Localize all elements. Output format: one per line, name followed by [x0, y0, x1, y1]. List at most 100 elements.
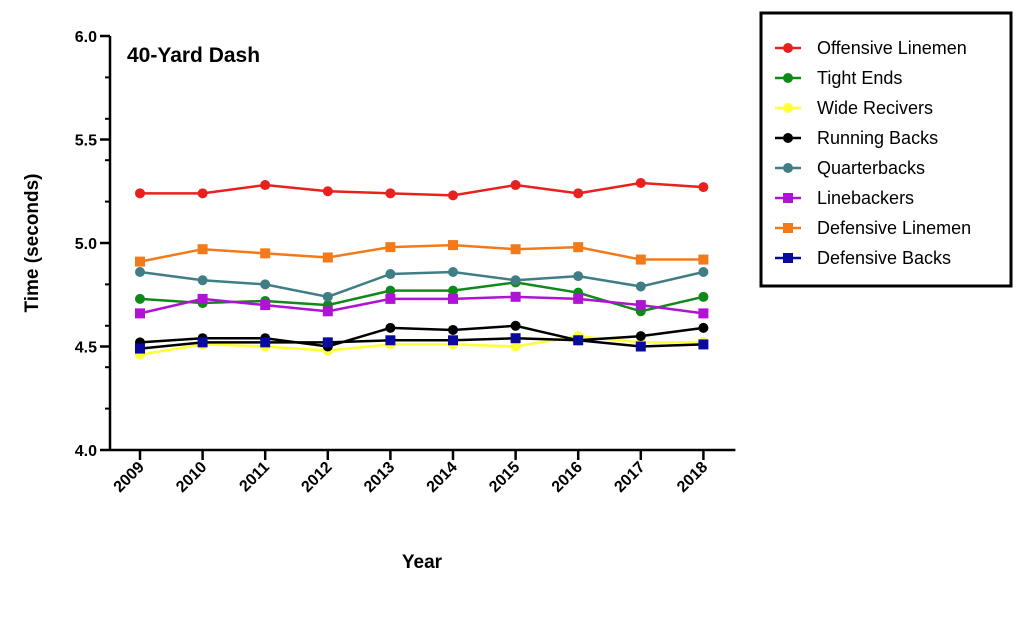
data-point — [322, 337, 333, 348]
legend-swatch-marker — [783, 223, 793, 233]
y-tick-label: 6.0 — [75, 29, 97, 46]
data-point — [322, 252, 333, 263]
chart-title: 40-Yard Dash — [127, 44, 260, 67]
data-point — [698, 266, 709, 277]
series-running-backs — [135, 320, 709, 352]
data-point — [322, 291, 333, 302]
legend-label: Defensive Linemen — [817, 218, 971, 238]
legend-swatch-marker — [783, 193, 793, 203]
data-point — [698, 339, 709, 350]
data-point — [135, 293, 145, 304]
data-point — [197, 275, 208, 286]
x-tick-label: 2015 — [486, 459, 523, 496]
legend-item: Quarterbacks — [775, 158, 925, 178]
data-point — [135, 256, 145, 267]
data-point — [510, 244, 521, 255]
legend-swatch-marker — [783, 103, 793, 113]
legend-label: Quarterbacks — [817, 158, 925, 178]
data-point — [197, 244, 208, 255]
legend: Offensive Linemen Tight Ends Wide Recivers… — [759, 11, 1013, 288]
data-point — [135, 266, 145, 277]
x-tick-label: 2009 — [111, 459, 148, 496]
data-point — [385, 188, 396, 199]
data-point — [635, 300, 646, 311]
data-point — [448, 240, 458, 251]
data-point — [135, 308, 145, 319]
legend-label: Running Backs — [817, 128, 938, 148]
x-axis-title: Year — [402, 552, 443, 573]
data-point — [510, 275, 521, 286]
data-point — [573, 271, 584, 282]
data-point — [448, 324, 458, 335]
data-point — [448, 293, 458, 304]
data-point — [635, 331, 646, 342]
legend-label: Offensive Linemen — [817, 38, 967, 58]
series-offensive-linemen — [135, 177, 709, 201]
data-point — [385, 335, 396, 346]
x-tick-label: 2010 — [173, 459, 210, 496]
data-point — [698, 308, 709, 319]
legend-label: Linebackers — [817, 188, 914, 208]
x-tick-label: 2012 — [298, 459, 335, 496]
data-point — [322, 306, 333, 317]
data-point — [448, 190, 458, 201]
data-point — [510, 341, 521, 352]
data-point — [322, 186, 333, 197]
data-point — [635, 254, 646, 265]
data-point — [385, 285, 396, 296]
data-point — [448, 335, 458, 346]
x-tick-label: 2016 — [549, 459, 586, 496]
data-point — [510, 180, 521, 191]
series-quarterbacks — [135, 266, 709, 302]
legend-item: Tight Ends — [775, 68, 902, 88]
y-tick-label: 5.5 — [75, 133, 97, 150]
data-point — [385, 322, 396, 333]
legend-swatch-marker — [783, 253, 793, 263]
series-line — [139, 281, 704, 313]
data-point — [260, 180, 271, 191]
data-point — [260, 248, 271, 259]
data-point — [635, 341, 646, 352]
data-point — [197, 293, 208, 304]
data-point — [573, 293, 584, 304]
x-tick-label: 2018 — [674, 459, 711, 496]
data-point — [197, 188, 208, 199]
legend-item: Defensive Backs — [775, 248, 951, 268]
data-point — [698, 254, 709, 265]
legend-swatch-marker — [783, 163, 793, 173]
data-point — [635, 281, 646, 292]
data-point — [385, 293, 396, 304]
x-tick-label: 2013 — [361, 459, 398, 496]
y-tick-label: 4.0 — [75, 443, 97, 460]
series-defensive-linemen — [135, 240, 709, 267]
series-line — [139, 336, 704, 350]
legend-swatch-marker — [783, 133, 793, 143]
data-point — [385, 269, 396, 280]
data-point — [573, 242, 584, 253]
x-tick-label: 2014 — [424, 459, 461, 496]
legend-label: Defensive Backs — [817, 248, 951, 268]
data-point — [573, 335, 584, 346]
data-point — [448, 285, 458, 296]
series-line — [139, 270, 704, 299]
series-linebackers — [135, 291, 709, 319]
legend-item: Defensive Linemen — [775, 218, 971, 238]
legend-item: Wide Recivers — [775, 98, 933, 118]
data-point — [385, 242, 396, 253]
legend-label: Tight Ends — [817, 68, 902, 88]
legend-item: Running Backs — [775, 128, 938, 148]
legend-swatch-marker — [783, 73, 793, 83]
y-tick-label: 5.0 — [75, 236, 97, 253]
data-point — [698, 322, 709, 333]
data-point — [698, 291, 709, 302]
y-tick-label: 4.5 — [75, 340, 97, 357]
y-axis-title: Time (seconds) — [22, 173, 43, 312]
data-point — [510, 333, 521, 344]
data-point — [698, 182, 709, 193]
x-tick-label: 2017 — [611, 459, 648, 496]
plot-area: 4.0 4.5 5.0 5.5 6.0 2009 2010 2011 2012 2013 2014 2… — [75, 29, 736, 496]
legend-box — [759, 11, 1013, 288]
data-point — [260, 337, 271, 348]
data-point — [135, 188, 145, 199]
